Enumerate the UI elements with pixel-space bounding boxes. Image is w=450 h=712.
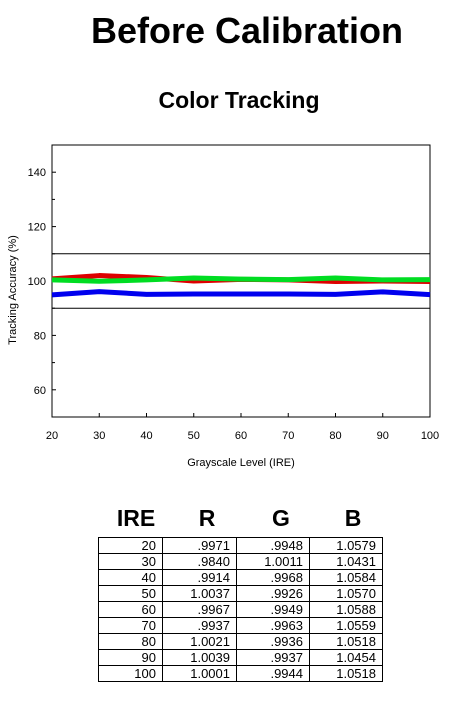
table-cell: 1.0021 xyxy=(162,633,237,650)
table-cell: 1.0037 xyxy=(162,585,237,602)
table-cell: 80 xyxy=(98,633,163,650)
x-tick-label: 100 xyxy=(421,430,439,442)
table-row: 80 1.0021.9936 1.0518 xyxy=(98,633,383,650)
x-axis-label: Grayscale Level (IRE) xyxy=(187,457,295,469)
y-axis-label: Tracking Accuracy (%) xyxy=(7,235,19,345)
y-tick-label: 120 xyxy=(28,222,46,234)
table-row: 40.9914.9968 1.0584 xyxy=(98,569,383,586)
table-cell: .9914 xyxy=(162,569,237,586)
series-layer xyxy=(51,273,431,298)
table-cell: 90 xyxy=(98,649,163,666)
series-line-green xyxy=(51,275,431,284)
table-cell: 1.0584 xyxy=(309,569,383,586)
x-tick-label: 60 xyxy=(235,430,247,442)
table-cell: .9944 xyxy=(236,665,310,682)
y-axis: 60 80 100 120 140 xyxy=(28,144,56,418)
table-cell: .9936 xyxy=(236,633,310,650)
y-tick-label: 100 xyxy=(28,276,46,288)
table-cell: .9948 xyxy=(236,537,310,554)
table-cell: 100 xyxy=(98,665,163,682)
x-tick-label: 90 xyxy=(377,430,389,442)
calibration-table: 20.9971.9948 1.0579 30.9840 1.0011 1.0431 40.… xyxy=(98,537,383,682)
y-tick-label: 80 xyxy=(34,330,46,342)
table-cell: .9971 xyxy=(162,537,237,554)
table-cell: 1.0454 xyxy=(309,649,383,666)
x-axis: 20 30 40 50 60 70 80 90 100 xyxy=(46,413,439,442)
x-tick-label: 80 xyxy=(329,430,341,442)
reference-lines xyxy=(52,253,430,309)
x-tick-label: 30 xyxy=(93,430,105,442)
table-cell: 60 xyxy=(98,601,163,618)
table-cell: .9926 xyxy=(236,585,310,602)
table-row: 20.9971.9948 1.0579 xyxy=(98,537,383,554)
table-cell: 1.0570 xyxy=(309,585,383,602)
table-cell: .9840 xyxy=(162,553,237,570)
table-cell: 1.0588 xyxy=(309,601,383,618)
table-row: 90 1.0039.9937 1.0454 xyxy=(98,649,383,666)
color-tracking-chart: 60 80 100 120 140 20 30 40 50 60 70 80 90 100 Graysc… xyxy=(7,144,439,469)
table-row: 50 1.0037.9926 1.0570 xyxy=(98,585,383,602)
table-header-b: B xyxy=(344,505,362,531)
table-cell: .9963 xyxy=(236,617,310,634)
x-tick-label: 20 xyxy=(46,430,58,442)
x-tick-label: 50 xyxy=(188,430,200,442)
page-title: Before Calibration xyxy=(90,10,404,51)
y-tick-label: 140 xyxy=(28,167,46,179)
series-line-blue xyxy=(51,289,431,298)
x-tick-label: 40 xyxy=(140,430,152,442)
table-cell: 20 xyxy=(98,537,163,554)
table-cell: 1.0431 xyxy=(309,553,383,570)
table-row: 100 1.0001.9944 1.0518 xyxy=(98,665,383,682)
x-tick-label: 70 xyxy=(282,430,294,442)
table-cell: 1.0579 xyxy=(309,537,383,554)
table-cell: 1.0518 xyxy=(309,633,383,650)
table-row: 30.9840 1.0011 1.0431 xyxy=(98,553,383,570)
table-cell: 1.0518 xyxy=(309,665,383,682)
table-header-r: R xyxy=(198,505,216,531)
table-header-ire: IRE xyxy=(116,505,156,531)
table-cell: 1.0011 xyxy=(236,553,310,570)
table-header-g: G xyxy=(272,505,290,531)
table-cell: 70 xyxy=(98,617,163,634)
table-cell: 1.0039 xyxy=(162,649,237,666)
table-cell: .9937 xyxy=(162,617,237,634)
table-cell: 50 xyxy=(98,585,163,602)
chart-title: Color Tracking xyxy=(158,87,320,113)
table-cell: .9967 xyxy=(162,601,237,618)
table-cell: 30 xyxy=(98,553,163,570)
table-row: 70.9937.9963 1.0559 xyxy=(98,617,383,634)
table-cell: 40 xyxy=(98,569,163,586)
table-row: 60.9967.9949 1.0588 xyxy=(98,601,383,618)
table-cell: .9937 xyxy=(236,649,310,666)
table-cell: 1.0001 xyxy=(162,665,237,682)
table-cell: .9949 xyxy=(236,601,310,618)
y-tick-label: 60 xyxy=(34,385,46,397)
table-cell: .9968 xyxy=(236,569,310,586)
table-cell: 1.0559 xyxy=(309,617,383,634)
